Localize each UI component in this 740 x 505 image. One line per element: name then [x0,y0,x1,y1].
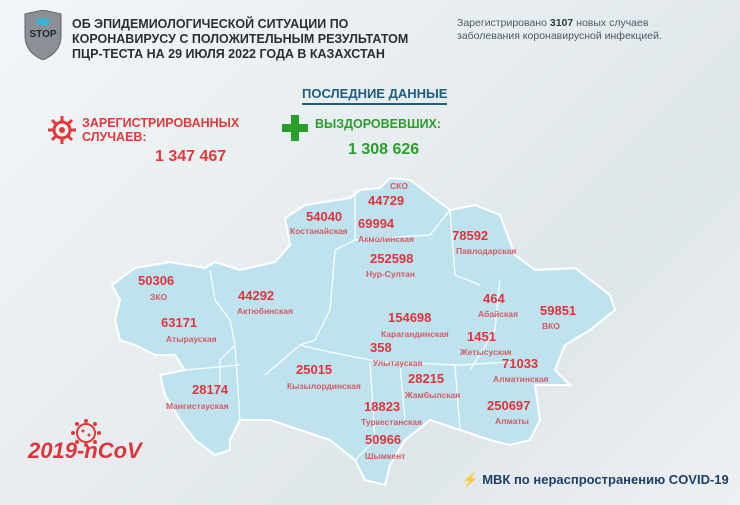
region-value: 69994 [358,216,395,231]
region-name: Улытауская [373,358,423,368]
region-value: 50306 [138,273,175,288]
note-text: новых случаев [576,17,649,29]
region-value: 1451 [467,329,496,344]
stop-logo: STOP [24,10,62,60]
region-value: 44729 [368,193,405,208]
region-value: 54040 [306,209,343,224]
title-line: ОБ ЭПИДЕМИОЛОГИЧЕСКОЙ СИТУАЦИИ ПО [72,17,349,31]
region-name: Карагандинская [381,329,449,339]
plus-icon [282,115,308,141]
recovered-value: 1 308 626 [348,141,420,158]
region-borders [184,190,511,461]
map-outline [110,176,617,487]
region-value: 44292 [238,288,275,303]
note-text: Зарегистрировано [457,17,547,29]
region-name: Туркестанская [361,417,422,427]
region-name: Костанайская [290,226,348,236]
region-name: Алматинская [493,374,549,384]
region-name: Павлодарская [456,246,517,256]
title-line: КОРОНАВИРУСУ С ПОЛОЖИТЕЛЬНЫМ РЕЗУЛЬТАТОМ [72,32,409,46]
mvk-footer: ⚡ МВК по нераспространению COVID-19 [462,472,729,488]
region-name: СКО [390,181,408,191]
region-value: 358 [370,340,392,355]
region-name: Жамбылская [405,390,461,400]
region-value: 252598 [370,251,414,266]
latest-data-heading: ПОСЛЕДНИЕ ДАННЫЕ [302,86,448,105]
new-cases-note: Зарегистрировано 3107 новых случаев забо… [457,17,662,43]
region-value: 25015 [296,362,333,377]
coronavirus-icon [71,419,101,447]
registered-value: 1 347 467 [155,148,227,165]
page-title: ОБ ЭПИДЕМИОЛОГИЧЕСКОЙ СИТУАЦИИ ПО КОРОНА… [72,17,412,62]
new-cases-count: 3107 [549,17,574,29]
region-name: Жетысуская [460,347,512,357]
region-name: Атырауская [166,334,217,344]
registered-label-line: ЗАРЕГИСТРИРОВАННЫХ [82,116,240,130]
region-value: 63171 [161,315,198,330]
virus-icon [48,116,76,144]
registered-label-line: СЛУЧАЕВ: [82,130,147,144]
region-name: Актюбинская [237,306,293,316]
region-value: 59851 [540,303,577,318]
region-value: 78592 [452,228,489,243]
svg-text:STOP: STOP [29,29,56,40]
region-name: Абайская [478,309,518,319]
region-name: Акмолинская [358,234,414,244]
region-value: 71033 [502,356,539,371]
region-name: ВКО [542,321,560,331]
region-value: 28215 [408,371,445,386]
lightning-icon: ⚡ [462,472,479,487]
note-text: заболевания коронавирусной инфекцией. [457,30,662,42]
region-value: 28174 [192,382,229,397]
region-name: Мангистауская [166,401,229,411]
region-value: 250697 [487,398,531,413]
recovered-label: ВЫЗДОРОВЕВШИХ: [315,117,442,131]
region-value: 154698 [388,310,432,325]
mvk-label: МВК по нераспространению COVID-19 [482,472,729,487]
region-value: 50966 [365,432,402,447]
region-name: Шымкент [365,451,406,461]
region-name: Нур-Султан [366,269,415,279]
ncov-label: 2019-nCoV [28,438,142,463]
region-name: ЗКО [150,292,168,302]
region-value: 464 [483,291,505,306]
region-value: 18823 [364,399,401,414]
registered-label: ЗАРЕГИСТРИРОВАННЫХ СЛУЧАЕВ: [82,116,239,144]
region-name: Алматы [495,416,529,426]
region-name: Кызылординская [287,381,361,391]
title-line: ПЦР-ТЕСТА НА 29 ИЮЛЯ 2022 ГОДА В КАЗАХСТ… [72,47,385,61]
